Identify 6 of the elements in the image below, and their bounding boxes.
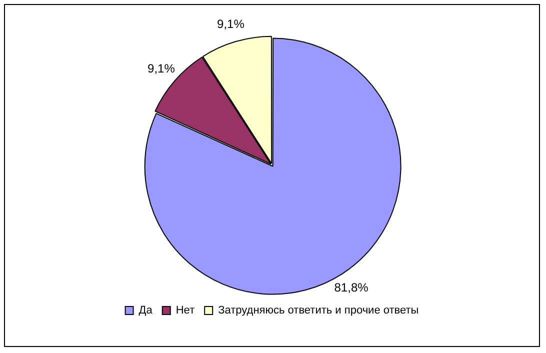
legend-label: Нет (176, 304, 195, 317)
data-label: 9,1% (148, 61, 176, 76)
legend-label: Да (138, 304, 154, 317)
data-label: 9,1% (217, 16, 245, 31)
legend-label: Затрудняюсь ответить и прочие ответы (218, 304, 419, 317)
data-label: 81,8% (334, 280, 369, 295)
